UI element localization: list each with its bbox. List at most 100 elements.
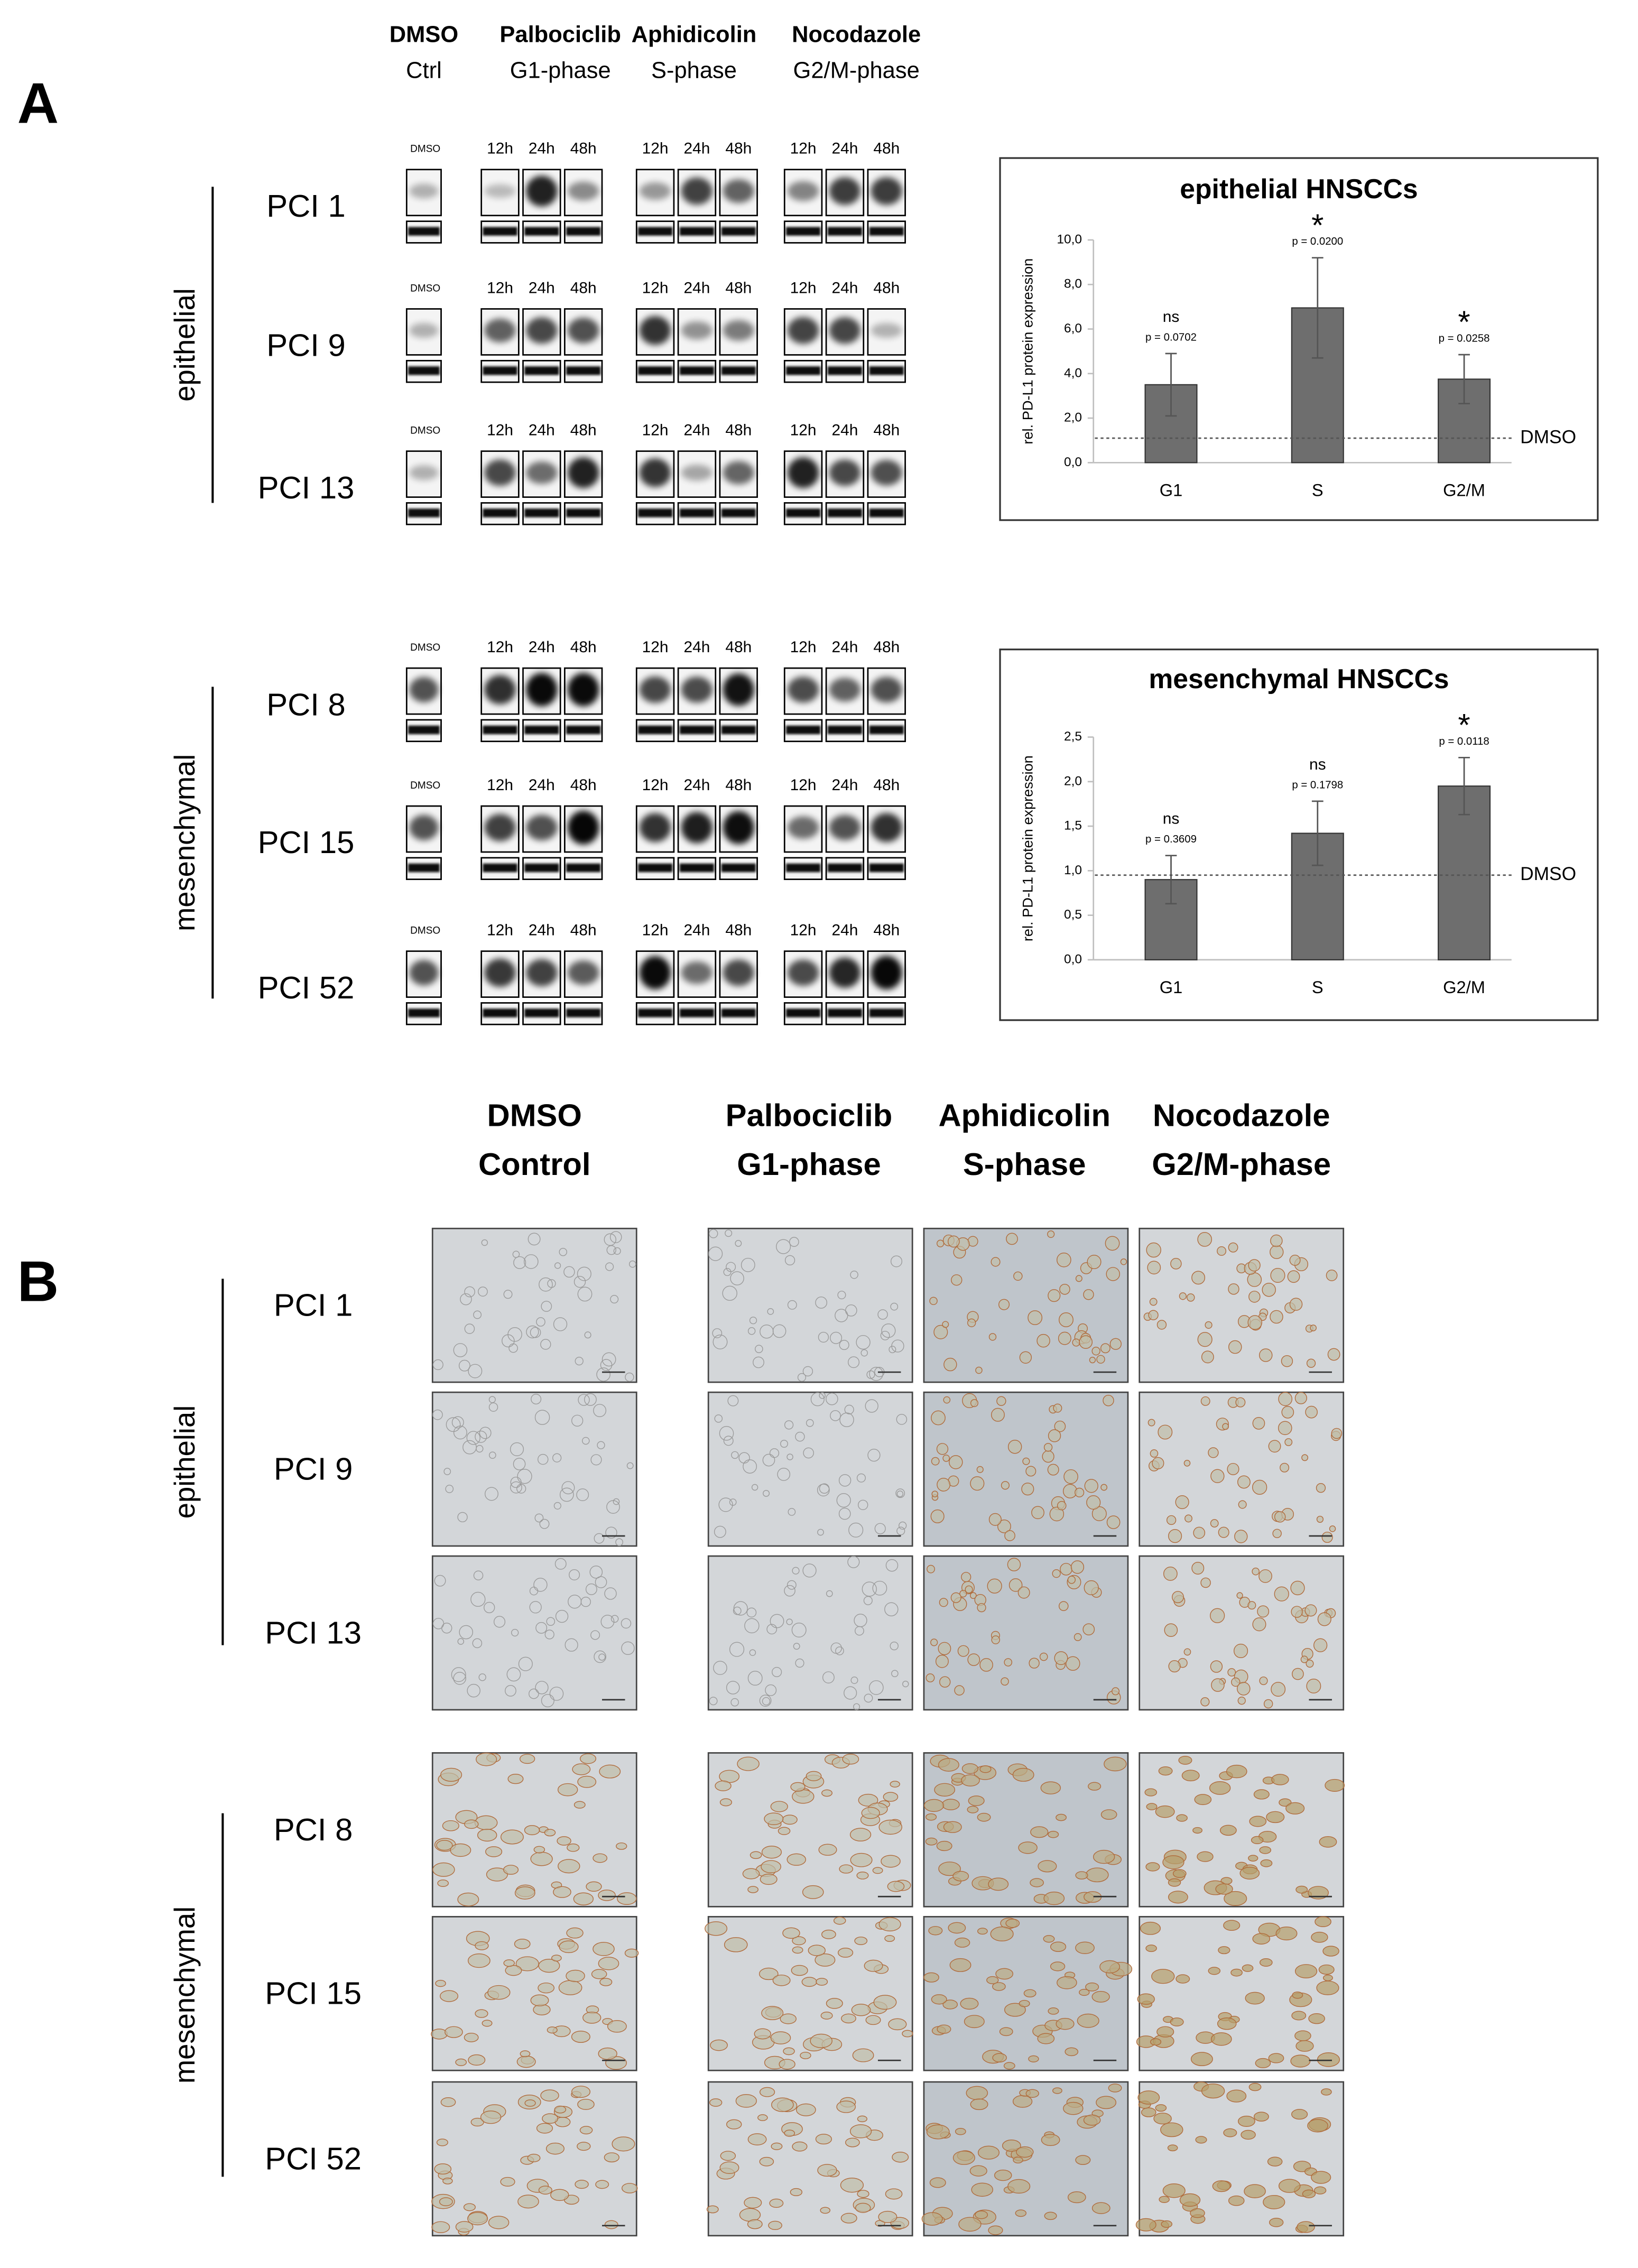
cell (577, 2142, 591, 2151)
cell-line-label: PCI 1 (274, 1288, 353, 1323)
cell (952, 2151, 975, 2165)
loading-band (566, 227, 601, 236)
time-point-label: 12h (487, 776, 513, 794)
cell (892, 2152, 909, 2163)
cell (810, 2033, 832, 2048)
time-point-label: 24h (529, 421, 555, 439)
cell (844, 1404, 854, 1414)
cell (1233, 1643, 1248, 1659)
blot-band (871, 677, 902, 703)
time-point-label: 48h (725, 921, 752, 939)
cell (1164, 1623, 1178, 1637)
cell (573, 1275, 586, 1288)
x-tick-label: S (1312, 977, 1324, 997)
cell (1056, 2017, 1075, 2030)
cell (992, 2053, 1007, 2063)
cell (1263, 1699, 1273, 1709)
cell (855, 1626, 864, 1636)
cell (528, 1233, 541, 1246)
cell (442, 2178, 453, 2184)
cell (610, 1615, 619, 1623)
cell (1237, 1682, 1251, 1696)
cell (580, 1753, 597, 1764)
cell (1278, 1392, 1293, 1406)
y-axis-label: rel. PD-L1 protein expression (1020, 755, 1036, 941)
cell (1190, 2052, 1213, 2067)
cell (1012, 1767, 1034, 1782)
cell (598, 1957, 619, 1970)
cell (885, 1559, 899, 1572)
blot-band (681, 812, 713, 844)
cell (729, 1498, 737, 1506)
cell (1218, 1946, 1230, 1955)
cell (857, 2115, 867, 2123)
cell (1259, 1676, 1268, 1686)
time-point-label: 12h (790, 638, 817, 656)
blot-band (409, 183, 439, 199)
cell (755, 1345, 763, 1354)
cell (436, 2139, 448, 2146)
time-point-label: 48h (570, 279, 597, 297)
loading-band (721, 1008, 756, 1017)
cell (977, 1603, 986, 1613)
cell (968, 1795, 985, 1807)
micrograph (707, 1555, 913, 1711)
loading-band (679, 366, 715, 375)
cell (844, 1686, 857, 1700)
cell (554, 2105, 567, 2114)
cell (1316, 1483, 1326, 1493)
cell (998, 1299, 1010, 1310)
cell (793, 1643, 800, 1650)
cell (1029, 1658, 1040, 1669)
blot-band (723, 461, 754, 485)
cell (943, 1357, 957, 1372)
cell (436, 1840, 453, 1851)
cell-line-label: PCI 13 (258, 470, 355, 505)
cell (1060, 1563, 1072, 1576)
cell (606, 1500, 620, 1514)
cell (1192, 1827, 1202, 1834)
cell (524, 2099, 536, 2107)
loading-band (869, 725, 904, 735)
cell (969, 2165, 987, 2177)
cell (1263, 2195, 1285, 2209)
time-point-label: 12h (642, 776, 669, 794)
cell (1252, 1933, 1271, 1945)
cell (1065, 2047, 1079, 2057)
cell (1181, 1770, 1200, 1782)
cell (1294, 1392, 1307, 1404)
cell (838, 1948, 854, 1958)
cell (1267, 2156, 1283, 2167)
cell (538, 2186, 552, 2195)
cell (753, 1356, 764, 1368)
cell (598, 1890, 616, 1901)
error-bar (1165, 353, 1177, 417)
cell (559, 1487, 574, 1502)
blot-band (526, 673, 558, 707)
cell (822, 1671, 835, 1684)
cell (1200, 1577, 1211, 1588)
micrograph (707, 2081, 913, 2237)
cell (927, 1565, 935, 1573)
cell (1197, 1332, 1213, 1347)
cell (1197, 1232, 1213, 1247)
cell (850, 1677, 858, 1684)
control-lane-label: DMSO (410, 780, 440, 791)
cell (1038, 1860, 1057, 1873)
cell (741, 1257, 755, 1272)
cell (1322, 1974, 1333, 1982)
time-point-label: 12h (487, 921, 513, 939)
cell (744, 1618, 760, 1634)
time-point-label: 12h (790, 421, 817, 439)
cell (530, 1852, 553, 1866)
cell (1218, 1526, 1229, 1538)
cell (594, 1533, 605, 1544)
cell (1096, 2096, 1117, 2109)
cell (1287, 1270, 1300, 1283)
cell (625, 1372, 634, 1382)
cell (1059, 1312, 1074, 1327)
time-point-label: 48h (570, 776, 597, 794)
blot-band (871, 323, 902, 338)
cell (1067, 1576, 1076, 1584)
cell (1176, 1974, 1190, 1984)
